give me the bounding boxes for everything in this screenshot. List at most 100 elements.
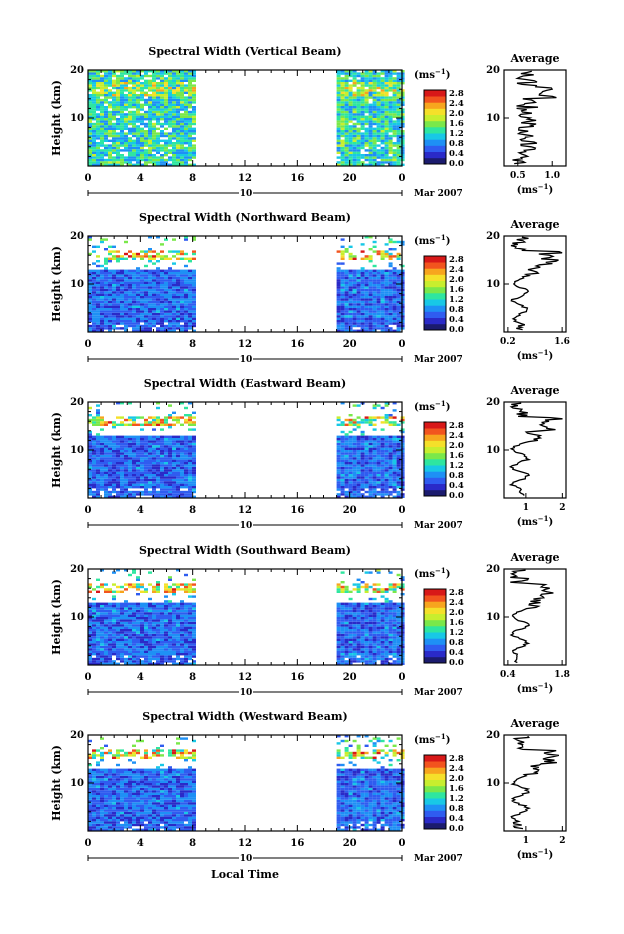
heatmap-cell <box>144 457 148 459</box>
heatmap-cell <box>353 94 357 96</box>
average-profile-line <box>511 237 562 329</box>
heatmap-cell <box>104 424 108 426</box>
heatmap-cell <box>180 286 184 288</box>
heatmap-cell <box>100 622 104 624</box>
heatmap-cell <box>120 641 124 643</box>
heatmap-cell <box>160 296 164 298</box>
heatmap-cell <box>120 96 124 98</box>
heatmap-cell <box>341 128 345 130</box>
heatmap-cell <box>385 443 389 445</box>
heatmap-cell <box>144 474 148 476</box>
heatmap-cell <box>120 99 124 101</box>
heatmap-cell <box>184 440 188 442</box>
heatmap-cell <box>96 327 100 329</box>
heatmap-cell <box>389 111 393 113</box>
heatmap-cell <box>180 130 184 132</box>
heatmap-cell <box>108 605 112 607</box>
colorbar-swatch <box>424 312 446 319</box>
heatmap-cell <box>96 159 100 161</box>
heatmap-cell <box>192 130 196 132</box>
heatmap-cell <box>365 142 369 144</box>
heatmap-cell <box>180 279 184 281</box>
heatmap-cell <box>180 142 184 144</box>
heatmap-cell <box>377 104 381 106</box>
heatmap-cell <box>345 156 349 158</box>
heatmap-cell <box>172 320 176 322</box>
heatmap-cell <box>393 424 397 426</box>
heatmap-cell <box>393 436 397 438</box>
heatmap-cell <box>397 152 401 154</box>
heatmap-cell <box>168 267 172 269</box>
colorbar-tick-label: 2.0 <box>449 109 464 119</box>
heatmap-cell <box>164 277 168 279</box>
colorbar-swatch <box>424 281 446 288</box>
heatmap-cell <box>192 318 196 320</box>
heatmap-cell <box>397 491 401 493</box>
y-tick-label: 20 <box>70 397 84 408</box>
heatmap-cell <box>152 289 156 291</box>
heatmap-cell <box>124 646 128 648</box>
heatmap-cell <box>168 448 172 450</box>
heatmap-cell <box>120 120 124 122</box>
heatmap-cell <box>96 260 100 262</box>
heatmap-cell <box>152 118 156 120</box>
heatmap-cell <box>389 296 393 298</box>
heatmap-cell <box>184 77 188 79</box>
heatmap-cell <box>188 467 192 469</box>
heatmap-cell <box>373 89 377 91</box>
heatmap-cell <box>152 272 156 274</box>
heatmap-cell <box>108 125 112 127</box>
heatmap-cell <box>188 270 192 272</box>
heatmap-cell <box>188 294 192 296</box>
heatmap-cell <box>341 246 345 248</box>
heatmap-cell <box>349 270 353 272</box>
heatmap-cell <box>192 108 196 110</box>
heatmap-cell <box>120 424 124 426</box>
heatmap-cell <box>365 282 369 284</box>
heatmap-cell <box>341 147 345 149</box>
heatmap-cell <box>389 301 393 303</box>
heatmap-cell <box>120 128 124 130</box>
heatmap-cell <box>100 125 104 127</box>
heatmap-cell <box>156 92 160 94</box>
heatmap-cell <box>176 84 180 86</box>
heatmap-cell <box>128 137 132 139</box>
heatmap-cell <box>397 296 401 298</box>
heatmap-cell <box>160 125 164 127</box>
heatmap-cell <box>373 416 377 418</box>
heatmap-cell <box>184 291 188 293</box>
heatmap-cell <box>168 322 172 324</box>
heatmap-cell <box>365 467 369 469</box>
heatmap-cell <box>168 315 172 317</box>
heatmap-cell <box>361 310 365 312</box>
heatmap-cell <box>104 629 108 631</box>
heatmap-cell <box>140 469 144 471</box>
heatmap-cell <box>184 286 188 288</box>
heatmap-cell <box>353 286 357 288</box>
heatmap-cell <box>100 583 104 585</box>
heatmap-cell <box>184 452 188 454</box>
heatmap-cell <box>172 238 176 240</box>
heatmap-cell <box>112 84 116 86</box>
heatmap-cell <box>377 472 381 474</box>
heatmap-cell <box>192 250 196 252</box>
heatmap-cell <box>100 92 104 94</box>
heatmap-cell <box>353 92 357 94</box>
heatmap-cell <box>156 161 160 163</box>
heatmap-cell <box>116 455 120 457</box>
heatmap-cell <box>112 128 116 130</box>
heatmap-cell <box>124 80 128 82</box>
heatmap-cell <box>144 116 148 118</box>
x-tick-label: 8 <box>189 505 196 516</box>
heatmap-cell <box>132 484 136 486</box>
heatmap-cell <box>349 149 353 151</box>
heatmap-cell <box>148 142 152 144</box>
heatmap-cell <box>132 586 136 588</box>
heatmap-cell <box>172 154 176 156</box>
heatmap-cell <box>104 615 108 617</box>
heatmap-cell <box>164 80 168 82</box>
heatmap-cell <box>397 306 401 308</box>
heatmap-cell <box>168 77 172 79</box>
heatmap-cell <box>128 308 132 310</box>
heatmap-cell <box>124 464 128 466</box>
